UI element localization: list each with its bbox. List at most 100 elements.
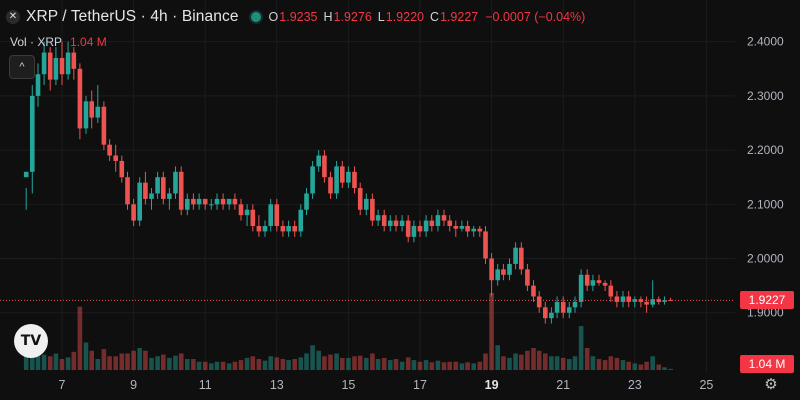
- candle-body[interactable]: [626, 296, 632, 302]
- candle-body[interactable]: [125, 177, 130, 205]
- candle-body[interactable]: [596, 280, 602, 283]
- candle-body[interactable]: [501, 269, 506, 275]
- candle-body[interactable]: [226, 198, 232, 205]
- candle-body[interactable]: [322, 155, 327, 178]
- candle-body[interactable]: [107, 144, 112, 156]
- xrp-icon[interactable]: ✕: [6, 10, 20, 24]
- candle-body[interactable]: [429, 220, 435, 226]
- candle-body[interactable]: [137, 182, 142, 221]
- candle-body[interactable]: [549, 312, 554, 319]
- candle-body[interactable]: [292, 226, 297, 232]
- candle-body[interactable]: [584, 274, 590, 286]
- candle-body[interactable]: [435, 215, 441, 226]
- candle-body[interactable]: [113, 155, 118, 161]
- candle-body[interactable]: [65, 52, 71, 75]
- candle-body[interactable]: [375, 215, 381, 221]
- candle-body[interactable]: [495, 269, 500, 281]
- candle-body[interactable]: [71, 52, 77, 69]
- candle-body[interactable]: [77, 68, 83, 129]
- candle-body[interactable]: [155, 177, 160, 194]
- candle-body[interactable]: [602, 282, 608, 286]
- candle-body[interactable]: [149, 193, 154, 199]
- candle-body[interactable]: [29, 95, 35, 172]
- candle-body[interactable]: [447, 220, 453, 226]
- candle-body[interactable]: [381, 215, 387, 226]
- candle-body[interactable]: [202, 198, 208, 205]
- candle-body[interactable]: [638, 299, 644, 302]
- candle-body[interactable]: [262, 226, 268, 232]
- candle-body[interactable]: [411, 226, 417, 237]
- candle-body[interactable]: [143, 182, 148, 199]
- candle-body[interactable]: [83, 101, 89, 129]
- candle-body[interactable]: [47, 52, 53, 80]
- candle-body[interactable]: [232, 198, 238, 205]
- candle-body[interactable]: [465, 226, 470, 232]
- candle-body[interactable]: [536, 296, 542, 308]
- candle-body[interactable]: [543, 307, 548, 319]
- candle-body[interactable]: [387, 220, 393, 226]
- candle-body[interactable]: [346, 171, 351, 183]
- candle-body[interactable]: [656, 299, 662, 302]
- candle-body[interactable]: [161, 177, 166, 199]
- candle-body[interactable]: [644, 301, 649, 305]
- candle-body[interactable]: [572, 301, 578, 308]
- candle-body[interactable]: [23, 171, 29, 178]
- candle-body[interactable]: [399, 220, 405, 226]
- candle-body[interactable]: [298, 209, 304, 232]
- candle-body[interactable]: [268, 204, 274, 226]
- candle-body[interactable]: [310, 166, 315, 194]
- candle-body[interactable]: [441, 215, 447, 221]
- candle-body[interactable]: [578, 274, 584, 302]
- candle-body[interactable]: [423, 220, 429, 232]
- candle-body[interactable]: [280, 226, 286, 232]
- candle-body[interactable]: [662, 300, 667, 302]
- candle-body[interactable]: [304, 193, 309, 210]
- candle-body[interactable]: [525, 269, 530, 286]
- volume-legend[interactable]: Vol · XRP 1.04 M: [10, 35, 107, 49]
- candle-body[interactable]: [471, 228, 476, 232]
- candle-body[interactable]: [95, 106, 101, 118]
- candle-body[interactable]: [185, 198, 190, 210]
- candle-body[interactable]: [614, 296, 620, 302]
- candle-body[interactable]: [191, 198, 196, 205]
- candle-body[interactable]: [340, 166, 345, 183]
- candle-body[interactable]: [554, 301, 560, 313]
- candle-body[interactable]: [531, 285, 536, 297]
- candle-body[interactable]: [483, 231, 488, 259]
- candle-body[interactable]: [405, 220, 411, 237]
- candle-body[interactable]: [256, 226, 262, 232]
- candle-body[interactable]: [590, 280, 596, 286]
- candle-body[interactable]: [53, 57, 59, 80]
- candle-body[interactable]: [513, 247, 518, 264]
- candle-body[interactable]: [560, 301, 566, 313]
- candle-body[interactable]: [131, 204, 136, 221]
- candle-body[interactable]: [101, 106, 107, 145]
- candle-body[interactable]: [566, 307, 572, 313]
- candle-body[interactable]: [489, 258, 494, 281]
- candle-body[interactable]: [250, 209, 256, 226]
- candle-body[interactable]: [244, 209, 250, 216]
- candle-body[interactable]: [417, 226, 423, 232]
- candle-body[interactable]: [608, 285, 614, 297]
- candle-body[interactable]: [196, 198, 202, 205]
- candle-body[interactable]: [370, 198, 375, 221]
- candle-body[interactable]: [334, 166, 339, 194]
- candle-body[interactable]: [173, 171, 178, 194]
- candle-body[interactable]: [119, 160, 125, 178]
- candle-body[interactable]: [178, 171, 184, 210]
- candle-body[interactable]: [274, 204, 280, 226]
- candle-body[interactable]: [35, 74, 41, 96]
- candle-body[interactable]: [220, 198, 226, 205]
- candle-body[interactable]: [650, 299, 655, 305]
- chevron-up-icon[interactable]: ^: [9, 55, 35, 79]
- symbol-title[interactable]: XRP / TetherUS · 4h · Binance: [26, 8, 239, 25]
- candle-body[interactable]: [632, 299, 638, 302]
- candle-body[interactable]: [357, 188, 363, 210]
- candle-body[interactable]: [238, 204, 244, 216]
- candle-body[interactable]: [89, 101, 95, 118]
- candle-body[interactable]: [507, 263, 512, 275]
- candle-body[interactable]: [393, 220, 399, 226]
- candle-body[interactable]: [59, 57, 65, 75]
